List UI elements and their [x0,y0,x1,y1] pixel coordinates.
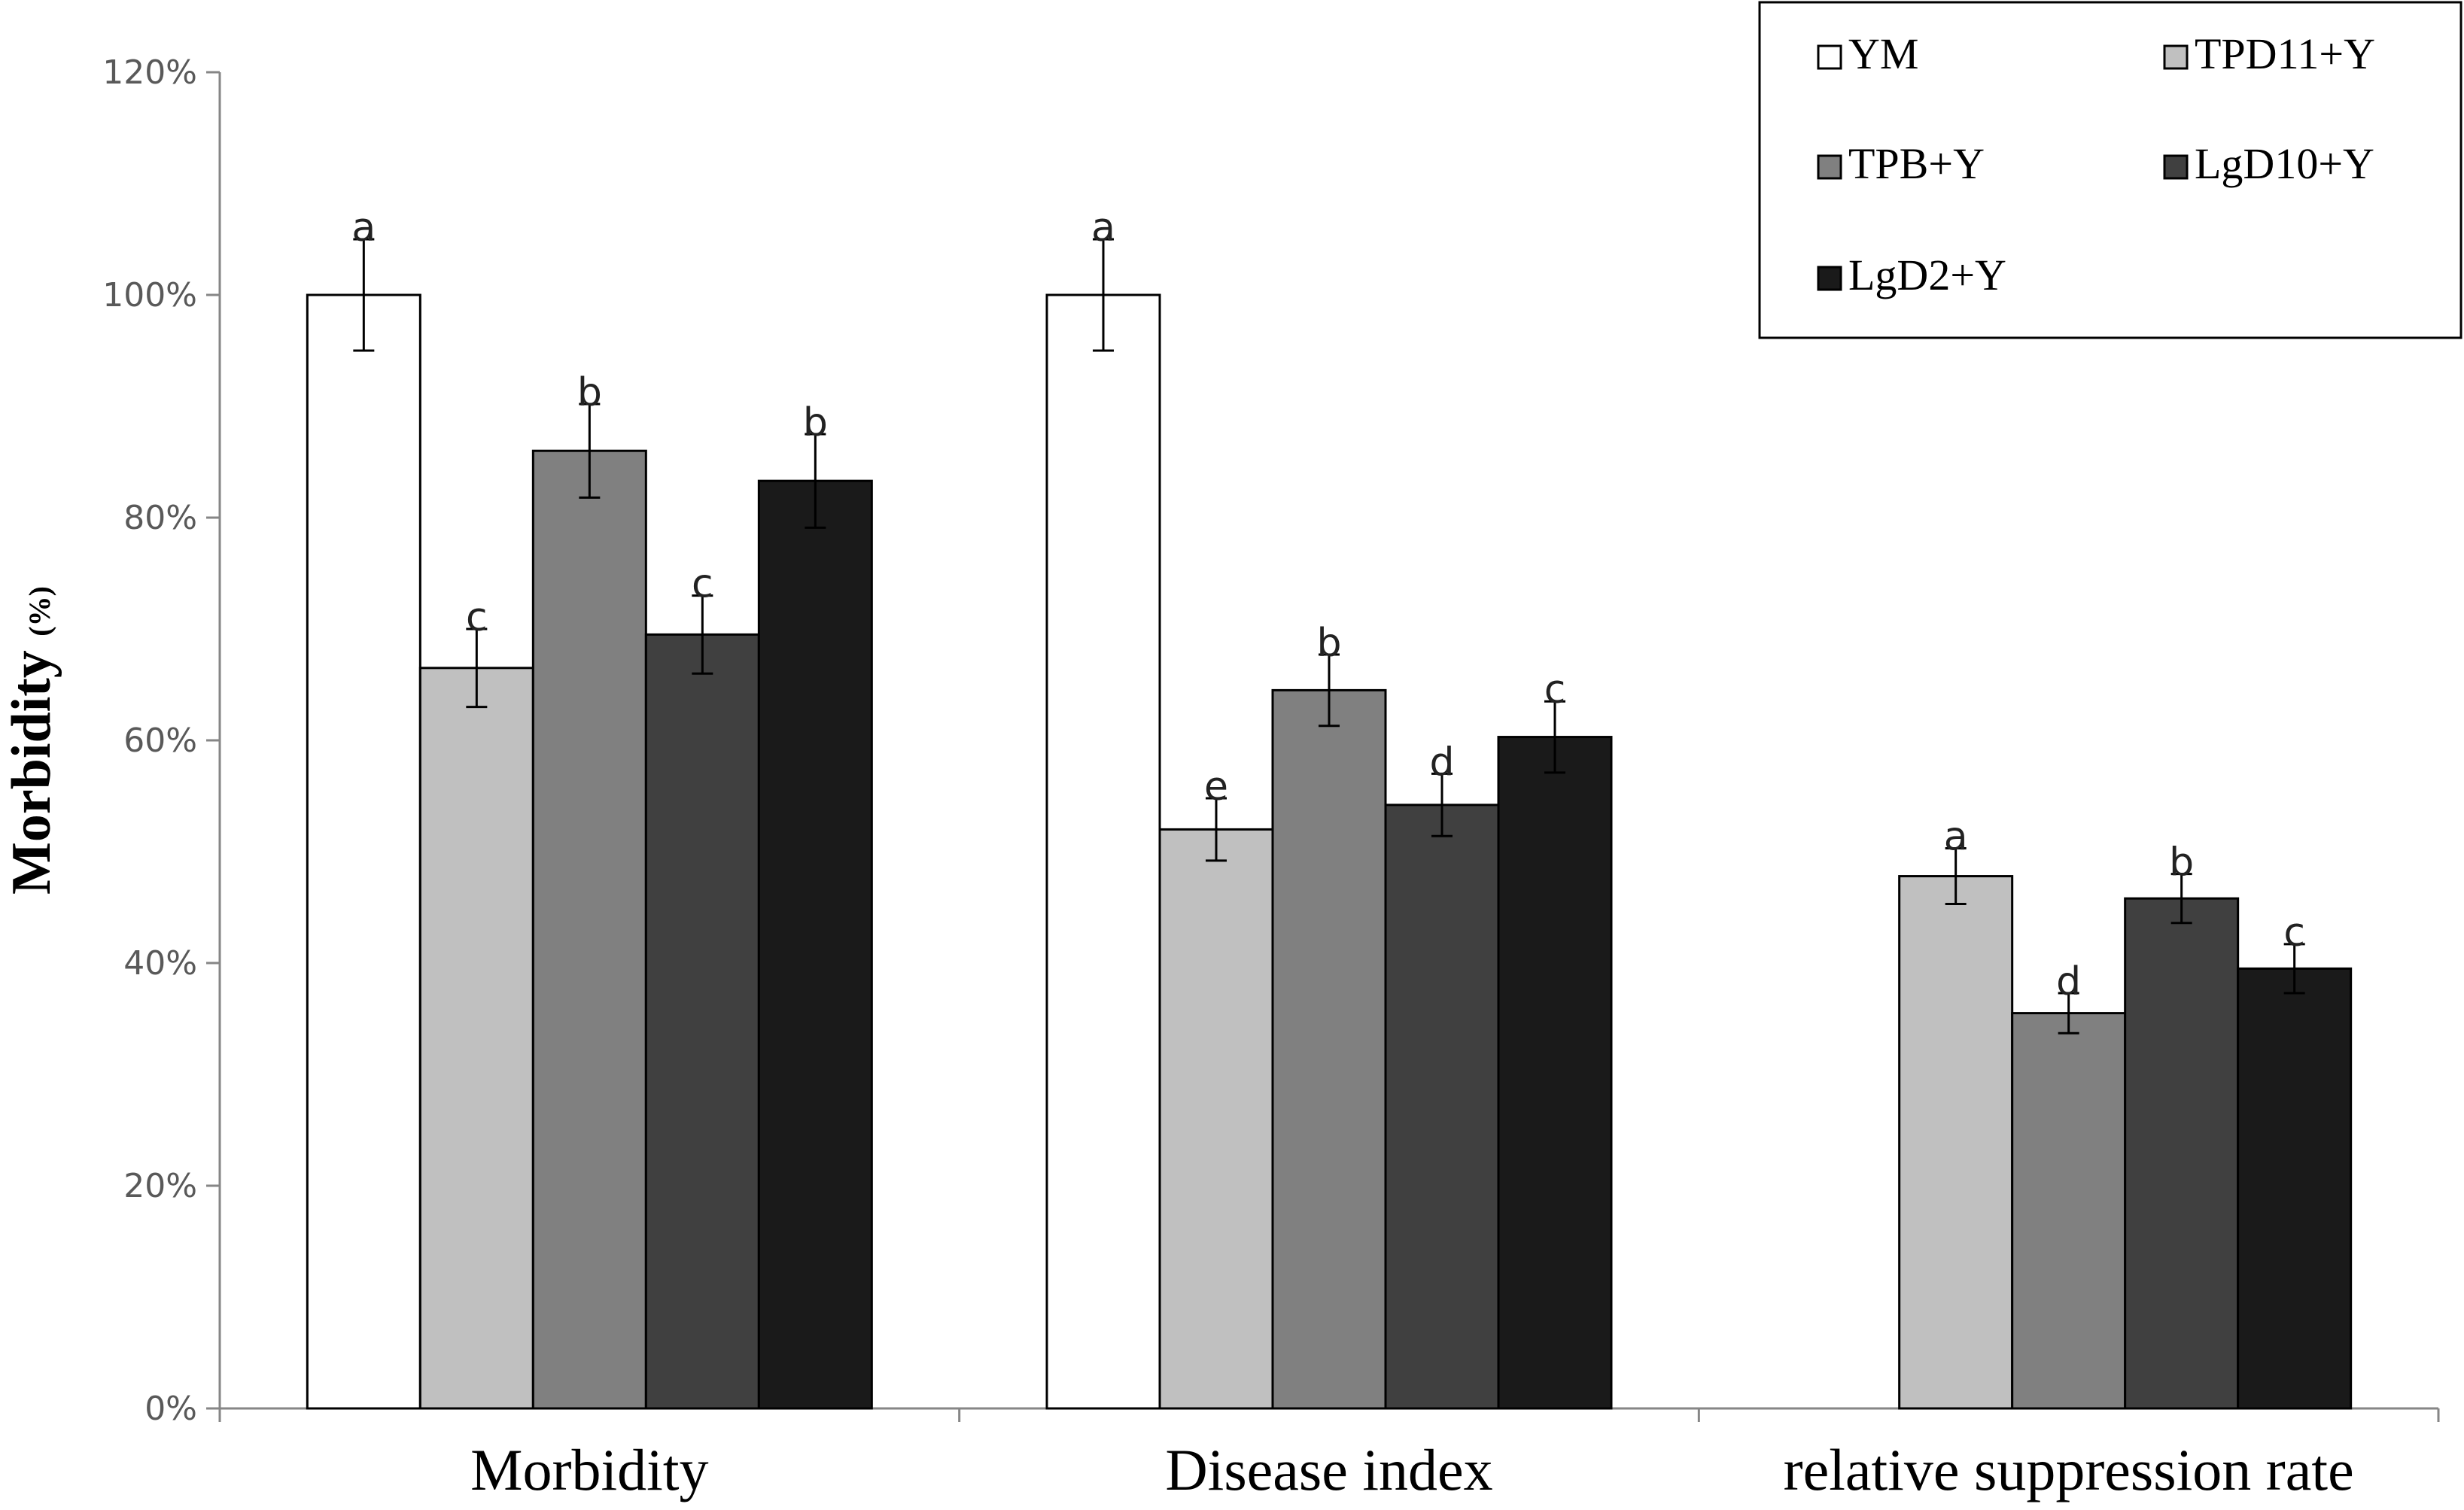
significance-label: b [2169,840,2194,886]
legend-swatch [2163,44,2189,70]
bar [757,479,873,1410]
bars [306,238,2353,1410]
bar [2237,967,2353,1410]
significance-label: a [1091,205,1115,251]
bar [418,667,534,1410]
y-tick-label: 60% [123,722,197,760]
significance-label: b [1316,621,1341,666]
y-tick-label: 100% [102,276,197,314]
bar [2011,1012,2127,1410]
significance-label: c [2283,910,2305,956]
significance-label: a [351,205,376,251]
y-axis-title-unit: (%) [23,586,56,637]
y-tick-label: 0% [144,1390,197,1428]
legend-label: LgD2+Y [1848,251,2006,299]
legend: YM TPD11+Y TPB+Y LgD10+Y LgD2+Y [1758,1,2462,339]
significance-label: b [803,400,828,445]
significance-label: a [1944,815,1968,860]
legend-swatch [1817,266,1842,291]
x-category-label: Morbidity [470,1437,708,1502]
significance-label: c [692,562,713,607]
bar [1045,293,1161,1410]
y-tick-label: 120% [102,53,197,92]
legend-swatch [1817,44,1842,70]
bar [1271,688,1387,1410]
y-axis-title: Morbidity (%) [1,586,62,895]
significance-label: b [577,370,602,415]
bar [1158,828,1274,1410]
bar [1384,804,1500,1410]
y-tick-label: 80% [123,499,197,537]
legend-label: LgD10+Y [2195,139,2374,188]
legend-label: TPB+Y [1848,139,1985,188]
x-category-label: Disease index [1165,1437,1492,1502]
significance-label: c [466,595,488,640]
legend-label: YM [1848,29,1918,78]
bar [1898,875,2014,1410]
significance-label: d [2056,959,2081,1004]
labels: Morbidity a c b c b Disease index a e b d c relative… [1,205,2354,1502]
significance-label: c [1544,667,1566,712]
legend-swatch [2163,154,2189,180]
y-tick-label: 20% [123,1167,197,1205]
y-tick-label: 40% [123,944,197,983]
x-category-label: relative suppression rate [1784,1437,2354,1502]
significance-label: d [1429,740,1454,785]
bar [644,633,760,1410]
legend-label: TPD11+Y [2195,29,2375,78]
bar [2124,897,2240,1410]
bar [1497,736,1613,1410]
bar [306,293,421,1410]
legend-box [1758,1,2462,339]
bar [531,449,647,1410]
legend-swatch [1817,154,1842,180]
significance-label: e [1204,764,1228,810]
